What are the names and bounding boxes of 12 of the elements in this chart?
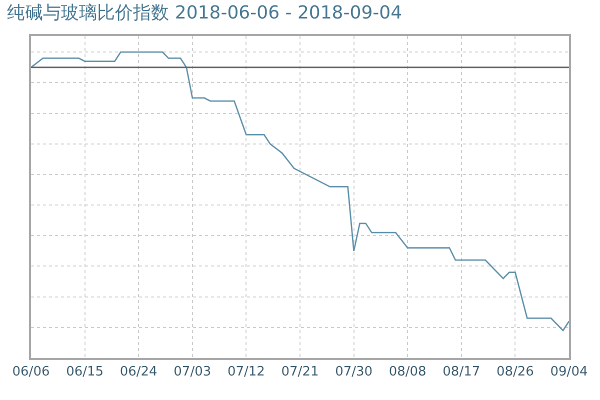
x-tick-label: 07/12: [227, 364, 265, 380]
x-tick-label: 07/21: [281, 364, 319, 380]
x-tick-label: 08/08: [388, 364, 426, 380]
x-tick-label: 07/03: [174, 364, 212, 380]
x-tick-label: 06/24: [120, 364, 158, 380]
x-tick-label: 08/26: [496, 364, 534, 380]
x-tick-label: 08/17: [442, 364, 480, 380]
x-tick-label: 07/30: [335, 364, 373, 380]
chart-title: 纯碱与玻璃比价指数 2018-06-06 - 2018-09-04: [7, 2, 402, 24]
x-tick-label: 09/04: [550, 364, 588, 380]
x-tick-label: 06/06: [12, 364, 50, 380]
x-tick-label: 06/15: [66, 364, 104, 380]
